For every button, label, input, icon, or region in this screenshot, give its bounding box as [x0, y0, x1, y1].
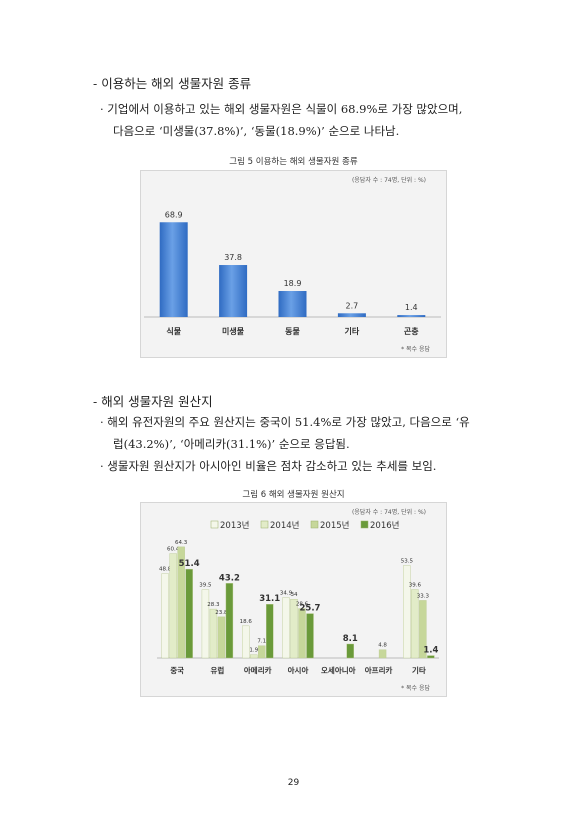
legend-swatch [260, 520, 269, 529]
data-label: 60.4 [167, 547, 180, 553]
data-label: 37.8 [224, 253, 242, 262]
legend-swatch [360, 520, 369, 529]
figure5-chart-box: (응답자 수 : 74명, 단위 : %) 68.9 식물 37.8 미생물 18.9 동… [140, 170, 447, 358]
legend-swatch [210, 520, 219, 529]
data-label: 1.4 [423, 646, 438, 656]
figure5-note-bottom: * 복수 응답 [401, 346, 430, 353]
x-tick-label: 미생물 [222, 326, 245, 336]
data-label: 39.5 [199, 583, 212, 589]
data-label: 48.8 [159, 567, 172, 573]
bar-아메리카-2016년 [266, 604, 274, 659]
figure6-caption: 그림 6 해외 생물자원 원산지 [242, 490, 345, 500]
bar-유럽-2015년 [217, 616, 226, 659]
legend-label: 2014년 [270, 520, 299, 531]
legend-label: 2013년 [220, 520, 249, 531]
bar-오세아니아-2016년 [346, 643, 354, 659]
data-label: 7.1 [257, 639, 266, 645]
bar-유럽-2013년 [201, 589, 210, 659]
data-label: 28.6 [296, 602, 309, 608]
data-label: 4.8 [378, 643, 387, 649]
data-label: 34 [291, 592, 298, 598]
bar-아프리카-2015년 [378, 649, 387, 659]
bar-아시아-2016년 [306, 613, 314, 659]
section1-bullet1-line1: · 기업에서 이용하고 있는 해외 생물자원은 식물이 68.9%로 가장 많았… [100, 102, 463, 116]
section1-heading: - 이용하는 해외 생물자원 종류 [93, 76, 252, 91]
data-label: 28.3 [207, 602, 220, 608]
figure5-note-top: (응답자 수 : 74명, 단위 : %) [351, 177, 426, 184]
data-label: 34.9 [280, 591, 293, 597]
x-tick-label: 중국 [170, 666, 184, 675]
bar-아시아-2014년 [290, 599, 298, 659]
data-label: 1.9 [249, 648, 258, 654]
bar-아메리카-2014년 [250, 654, 258, 659]
bar-아메리카-2013년 [242, 625, 250, 659]
figure6-note-top: (응답자 수 : 74명, 단위 : %) [351, 509, 426, 516]
bar-미생물 [219, 265, 248, 317]
bar-중국-2013년 [161, 573, 169, 659]
data-label: 39.6 [409, 583, 422, 589]
bar-중국-2016년 [185, 568, 193, 659]
data-label: 18.9 [284, 279, 302, 288]
bar-곤충 [397, 315, 426, 317]
figure5-caption: 그림 5 이용하는 해외 생물자원 종류 [229, 157, 358, 167]
data-label: 8.1 [343, 634, 358, 644]
section2-bullet1-line2: 럽(43.2%)’, ‘아메리카(31.1%)’ 순으로 응답됨. [113, 437, 350, 451]
legend-swatch [310, 520, 319, 529]
figure6-grouped-bar-chart: 2013년 2014년 2015년 2016년 48.8 60.464.3 51.4 중국 39… [157, 520, 439, 675]
data-label: 68.9 [165, 210, 183, 219]
data-label: 53.5 [401, 559, 414, 565]
bar-식물 [159, 222, 188, 317]
figure5-bar-chart: 68.9 식물 37.8 미생물 18.9 동물 2.7 기타 1.4 곤충 [144, 210, 441, 336]
figure6-note-bottom: * 복수 응답 [401, 685, 430, 692]
data-label: 1.4 [405, 303, 418, 312]
x-tick-label: 아메리카 [244, 665, 272, 675]
bar-기타-2013년 [403, 565, 411, 659]
x-tick-label: 곤충 [404, 326, 419, 336]
bar-유럽-2016년 [225, 583, 234, 659]
section2-bullet1-line1: · 해외 유전자원의 주요 원산지는 중국이 51.4%로 가장 많았고, 다음… [100, 415, 470, 429]
bar-아시아-2015년 [298, 608, 306, 659]
x-tick-label: 오세아니아 [321, 665, 356, 675]
bar-동물 [278, 291, 307, 317]
data-label: 18.6 [240, 619, 253, 625]
x-tick-label: 기타 [412, 665, 426, 675]
x-tick-label: 식물 [166, 326, 181, 336]
data-label: 51.4 [179, 559, 200, 569]
bar-기타-2015년 [419, 600, 427, 659]
data-label: 23.8 [215, 610, 228, 616]
bar-중국-2014년 [169, 553, 177, 659]
data-label: 25.7 [300, 604, 321, 614]
data-label: 33.3 [417, 593, 430, 599]
section2-heading: - 해외 생물자원 원산지 [93, 394, 213, 409]
bar-기타 [337, 313, 366, 317]
data-label: 64.3 [175, 540, 188, 546]
bar-기타-2014년 [411, 589, 419, 659]
legend-label: 2016년 [370, 520, 399, 531]
section2-bullet2: · 생물자원 원산지가 아시아인 비율은 점차 감소하고 있는 추세를 보임. [100, 459, 437, 473]
bar-유럽-2014년 [209, 608, 218, 659]
bar-아메리카-2015년 [258, 645, 266, 659]
section1-bullet1-line2: 다음으로 ‘미생물(37.8%)’, ‘동물(18.9%)’ 순으로 나타남. [113, 124, 400, 138]
legend-label: 2015년 [320, 520, 349, 531]
data-label: 43.2 [219, 573, 240, 583]
x-tick-label: 동물 [285, 327, 300, 336]
figure6-chart-box: (응답자 수 : 74명, 단위 : %) 2013년 2014년 2015년 201… [140, 502, 447, 697]
data-label: 31.1 [259, 594, 280, 604]
x-tick-label: 기타 [345, 326, 360, 336]
data-label: 2.7 [346, 301, 359, 310]
bar-중국-2015년 [177, 546, 185, 659]
page-number: 29 [287, 778, 300, 788]
x-tick-label: 아시아 [288, 665, 309, 675]
x-tick-label: 아프리카 [365, 665, 393, 675]
x-tick-label: 유럽 [211, 665, 225, 675]
bar-기타-2016년 [427, 655, 435, 659]
bar-아시아-2013년 [282, 597, 290, 659]
